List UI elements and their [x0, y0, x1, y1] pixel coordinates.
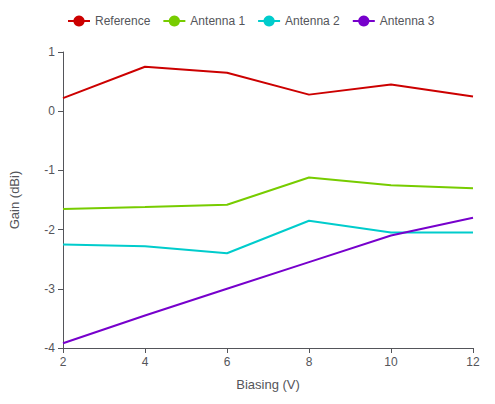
svg-text:Reference: Reference [95, 14, 151, 28]
svg-text:-4: -4 [44, 341, 55, 355]
svg-text:2: 2 [60, 355, 67, 369]
svg-text:1: 1 [48, 45, 55, 59]
svg-text:Biasing (V): Biasing (V) [236, 377, 300, 392]
svg-text:8: 8 [306, 355, 313, 369]
svg-text:Antenna 2: Antenna 2 [285, 14, 340, 28]
svg-text:0: 0 [48, 104, 55, 118]
svg-text:4: 4 [142, 355, 149, 369]
svg-text:-3: -3 [44, 282, 55, 296]
svg-text:Gain (dBi): Gain (dBi) [7, 171, 22, 230]
svg-text:-2: -2 [44, 223, 55, 237]
svg-text:Antenna 1: Antenna 1 [190, 14, 245, 28]
svg-text:6: 6 [224, 355, 231, 369]
svg-text:-1: -1 [44, 163, 55, 177]
svg-text:12: 12 [466, 355, 480, 369]
svg-text:Antenna 3: Antenna 3 [380, 14, 435, 28]
svg-text:10: 10 [384, 355, 398, 369]
